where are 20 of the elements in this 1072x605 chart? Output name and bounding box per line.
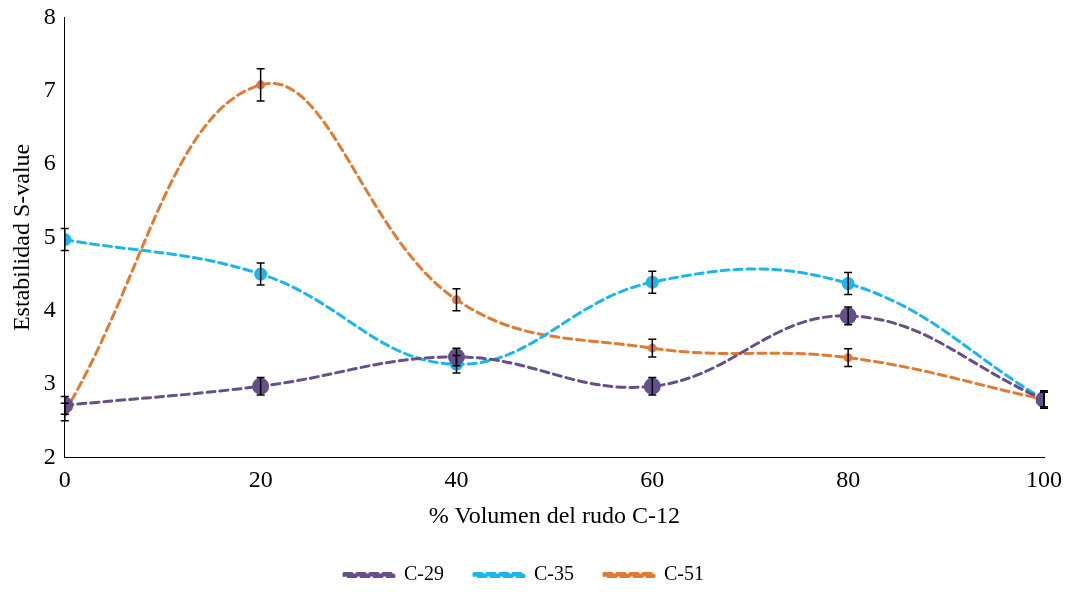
y-axis-title: Estabilidad S-value — [7, 143, 34, 332]
legend-label: C-51 — [664, 562, 704, 585]
x-tick-label: 40 — [444, 466, 469, 493]
x-tick-label: 80 — [836, 466, 861, 493]
legend-label: C-35 — [534, 562, 574, 585]
x-tick-label: 60 — [640, 466, 665, 493]
x-tick-label: 0 — [58, 466, 71, 493]
legend-label: C-29 — [404, 562, 444, 585]
point — [643, 377, 661, 395]
y-tick-label: 3 — [43, 369, 56, 396]
x-tick-label: 100 — [1026, 466, 1062, 493]
y-tick-label: 8 — [43, 2, 56, 29]
x-tick-label: 20 — [248, 466, 273, 493]
y-tick-label: 7 — [43, 76, 56, 103]
point — [252, 377, 270, 395]
y-tick-label: 5 — [43, 222, 56, 249]
y-tick-label: 2 — [43, 442, 56, 469]
y-tick-label: 4 — [43, 296, 56, 323]
y-tick-label: 6 — [43, 149, 56, 176]
x-axis-title: % Volumen del rudo C-12 — [428, 501, 680, 528]
